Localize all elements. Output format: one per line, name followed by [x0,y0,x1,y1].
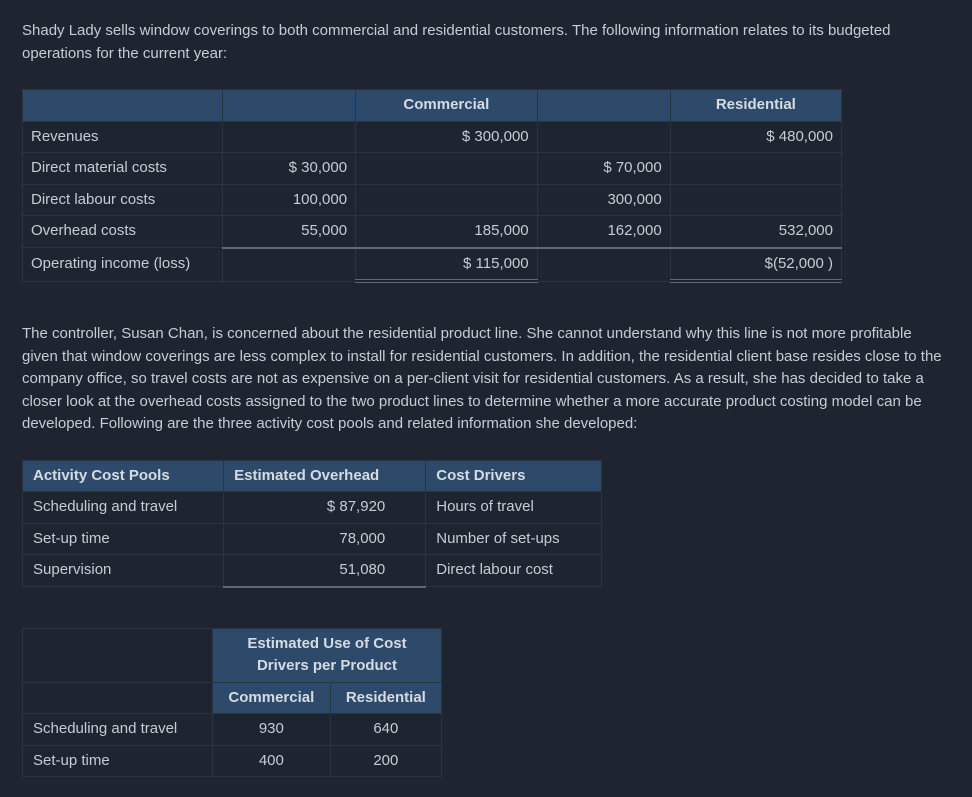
ops-cell [670,184,841,216]
acp-row-setup: Set-up time 78,000 Number of set-ups [23,523,602,555]
euc-title: Estimated Use of Cost Drivers per Produc… [213,628,442,682]
ops-cell [537,121,670,153]
ops-col-commercial: Commercial [356,90,538,122]
ops-cell: $ 300,000 [356,121,538,153]
acp-row-supervision: Supervision 51,080 Direct labour cost [23,555,602,587]
acp-cell: Set-up time [23,523,224,555]
ops-col-residential: Residential [670,90,841,122]
ops-row-revenues: Revenues $ 300,000 $ 480,000 [23,121,842,153]
euc-cell: 400 [213,745,331,777]
ops-row-direct-material: Direct material costs $ 30,000 $ 70,000 [23,153,842,185]
euc-row-scheduling: Scheduling and travel 930 640 [23,714,442,746]
ops-label: Direct labour costs [23,184,223,216]
ops-cell: $(52,000 ) [670,248,841,282]
euc-cell: 930 [213,714,331,746]
acp-cell: Number of set-ups [426,523,602,555]
acp-cell: 78,000 [224,523,426,555]
middle-paragraph: The controller, Susan Chan, is concerned… [22,323,950,436]
euc-row-setup: Set-up time 400 200 [23,745,442,777]
ops-cell: 185,000 [356,216,538,248]
ops-cell [223,248,356,282]
estimated-use-table: Estimated Use of Cost Drivers per Produc… [22,628,442,778]
acp-header-row: Activity Cost Pools Estimated Overhead C… [23,460,602,492]
acp-cell: Direct labour cost [426,555,602,587]
ops-row-operating-income: Operating income (loss) $ 115,000 $(52,0… [23,248,842,282]
ops-header-row: Commercial Residential [23,90,842,122]
ops-cell [223,121,356,153]
acp-col-drivers: Cost Drivers [426,460,602,492]
euc-cell: 200 [330,745,441,777]
acp-row-scheduling: Scheduling and travel $ 87,920 Hours of … [23,492,602,524]
ops-label: Operating income (loss) [23,248,223,282]
ops-cell: 532,000 [670,216,841,248]
euc-title-row: Estimated Use of Cost Drivers per Produc… [23,628,442,682]
ops-cell [537,248,670,282]
euc-header-row: Commercial Residential [23,682,442,714]
ops-cell [356,153,538,185]
euc-label: Scheduling and travel [23,714,213,746]
ops-label: Overhead costs [23,216,223,248]
ops-row-overhead: Overhead costs 55,000 185,000 162,000 53… [23,216,842,248]
ops-cell: $ 70,000 [537,153,670,185]
acp-cell: Hours of travel [426,492,602,524]
acp-col-pool: Activity Cost Pools [23,460,224,492]
ops-cell: $ 480,000 [670,121,841,153]
acp-cell: Supervision [23,555,224,587]
acp-cell: Scheduling and travel [23,492,224,524]
euc-cell: 640 [330,714,441,746]
acp-cell: $ 87,920 [224,492,426,524]
ops-cell [670,153,841,185]
ops-cell: 300,000 [537,184,670,216]
ops-label: Direct material costs [23,153,223,185]
intro-paragraph: Shady Lady sells window coverings to bot… [22,20,950,65]
acp-cell: 51,080 [224,555,426,587]
ops-cell: 55,000 [223,216,356,248]
ops-cell: $ 30,000 [223,153,356,185]
ops-cell [356,184,538,216]
acp-col-overhead: Estimated Overhead [224,460,426,492]
ops-cell: 100,000 [223,184,356,216]
ops-cell: $ 115,000 [356,248,538,282]
ops-row-direct-labour: Direct labour costs 100,000 300,000 [23,184,842,216]
euc-col-commercial: Commercial [213,682,331,714]
operations-table: Commercial Residential Revenues $ 300,00… [22,89,842,283]
ops-cell: 162,000 [537,216,670,248]
euc-label: Set-up time [23,745,213,777]
euc-col-residential: Residential [330,682,441,714]
activity-cost-pools-table: Activity Cost Pools Estimated Overhead C… [22,460,602,588]
ops-label: Revenues [23,121,223,153]
